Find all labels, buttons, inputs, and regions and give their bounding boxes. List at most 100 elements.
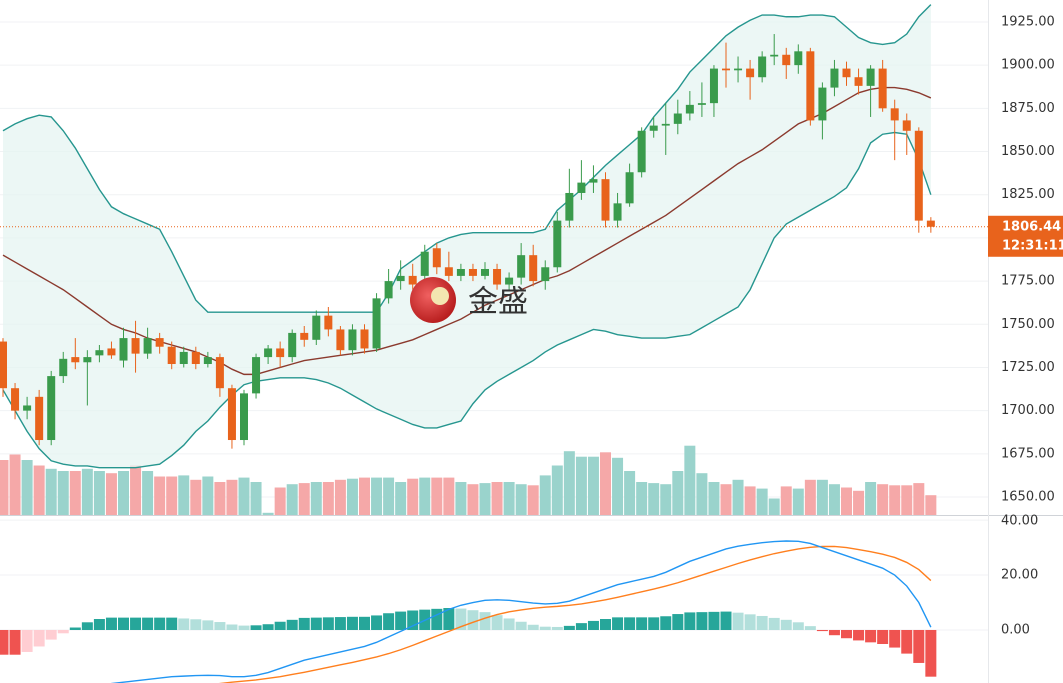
- macd-hist-bar: [587, 620, 599, 630]
- candle-body: [191, 351, 200, 365]
- macd-hist-bar: [322, 617, 334, 630]
- volume-bar: [455, 482, 467, 515]
- volume-bar: [371, 477, 383, 515]
- candle-body: [926, 220, 935, 227]
- macd-hist-bar: [828, 629, 840, 636]
- volume-bar: [69, 471, 81, 515]
- volume-bar: [93, 471, 105, 515]
- volume-bar: [901, 485, 913, 515]
- candle-body: [577, 182, 586, 193]
- macd-hist-bar: [286, 619, 298, 630]
- macd-hist-bar: [877, 629, 889, 644]
- macd-tick-label: 20.00: [1001, 568, 1038, 583]
- volume-bar: [45, 468, 57, 515]
- candle-body: [625, 172, 634, 204]
- macd-hist-bar: [9, 629, 21, 655]
- candle-body: [746, 68, 755, 78]
- volume-bar: [274, 487, 286, 515]
- candle-body: [637, 130, 646, 173]
- macd-hist-bar: [431, 608, 443, 630]
- macd-hist-bar: [346, 616, 358, 630]
- candle-body: [782, 54, 791, 66]
- macd-hist-bar: [853, 629, 865, 641]
- macd-hist-bar: [130, 617, 142, 630]
- volume-bar: [503, 482, 515, 515]
- macd-hist-bar: [913, 629, 925, 663]
- volume-bar: [913, 483, 925, 515]
- candle-body: [902, 120, 911, 131]
- macd-hist-bar: [214, 622, 226, 630]
- volume-bar: [828, 484, 840, 515]
- candle-body: [541, 267, 550, 282]
- macd-hist-bar: [756, 615, 768, 630]
- volume-bar: [563, 451, 575, 515]
- volume-bar: [238, 477, 250, 515]
- volume-bar: [684, 445, 696, 515]
- macd-hist-bar: [21, 629, 33, 652]
- macd-hist-bar: [563, 625, 575, 630]
- y-tick-label: 1700.00: [1001, 403, 1055, 418]
- candle-body: [360, 329, 369, 349]
- candle-body: [673, 113, 682, 124]
- candle-body: [866, 68, 875, 86]
- last-price-label: 1806.44: [1002, 219, 1061, 234]
- macd-hist-bar: [804, 626, 816, 630]
- macd-hist-bar: [93, 619, 105, 630]
- macd-hist-bar: [780, 619, 792, 630]
- macd-hist-bar: [69, 627, 81, 630]
- volume-bar: [395, 482, 407, 515]
- volume-bar: [130, 465, 142, 515]
- volume-bar: [527, 485, 539, 515]
- volume-bar: [575, 456, 587, 515]
- candle-body: [11, 388, 20, 411]
- watermark: 金盛: [410, 277, 528, 323]
- price-axis: 1650.00 1675.00 1700.00 1725.00 1750.00 1775.…: [988, 14, 1063, 637]
- volume-bar: [142, 471, 154, 515]
- volume-bar: [672, 471, 684, 515]
- y-tick-label: 1875.00: [1001, 101, 1055, 116]
- macd-hist-bar: [527, 624, 539, 630]
- watermark-text: 金盛: [468, 285, 528, 320]
- candle-body: [300, 332, 309, 340]
- volume-bar: [612, 457, 624, 515]
- volume-bar: [118, 471, 129, 515]
- macd-hist-bar: [383, 613, 395, 630]
- volume-bar: [865, 482, 877, 515]
- volume-bar: [419, 477, 431, 515]
- volume-bar: [190, 479, 202, 515]
- volume-bar: [539, 475, 551, 515]
- macd-hist-bar: [274, 621, 286, 630]
- candle-body: [890, 108, 899, 121]
- candle-body: [179, 351, 188, 365]
- macd-hist-bar: [57, 629, 69, 634]
- macd-hist-bar: [154, 617, 166, 630]
- candle-body: [59, 358, 68, 377]
- volume-bar: [925, 495, 937, 515]
- macd-hist-bar: [371, 615, 383, 630]
- macd-hist-bar: [467, 610, 479, 630]
- last-price-box: [988, 215, 1063, 257]
- volume-bar: [21, 460, 33, 515]
- volume-bar: [286, 484, 298, 515]
- macd-hist-bar: [901, 629, 913, 654]
- candle-body: [203, 357, 212, 365]
- macd-hist-bar: [732, 612, 744, 630]
- price-pane: [0, 4, 988, 515]
- candle-body: [167, 346, 176, 365]
- volume-bar: [479, 483, 491, 515]
- volume-bar: [383, 477, 395, 515]
- candle-body: [529, 255, 538, 282]
- candle-body: [264, 348, 273, 358]
- volume-bar: [853, 490, 865, 515]
- macd-dif-line: [110, 540, 932, 683]
- y-tick-label: 1850.00: [1001, 144, 1055, 159]
- macd-hist-bar: [407, 610, 419, 630]
- macd-hist-bar: [359, 616, 370, 630]
- candle-body: [227, 388, 236, 441]
- candle-body: [806, 51, 815, 121]
- volume-bar: [491, 482, 503, 515]
- volume-bar: [889, 485, 901, 515]
- candle-body: [505, 277, 514, 285]
- candle-body: [0, 341, 7, 389]
